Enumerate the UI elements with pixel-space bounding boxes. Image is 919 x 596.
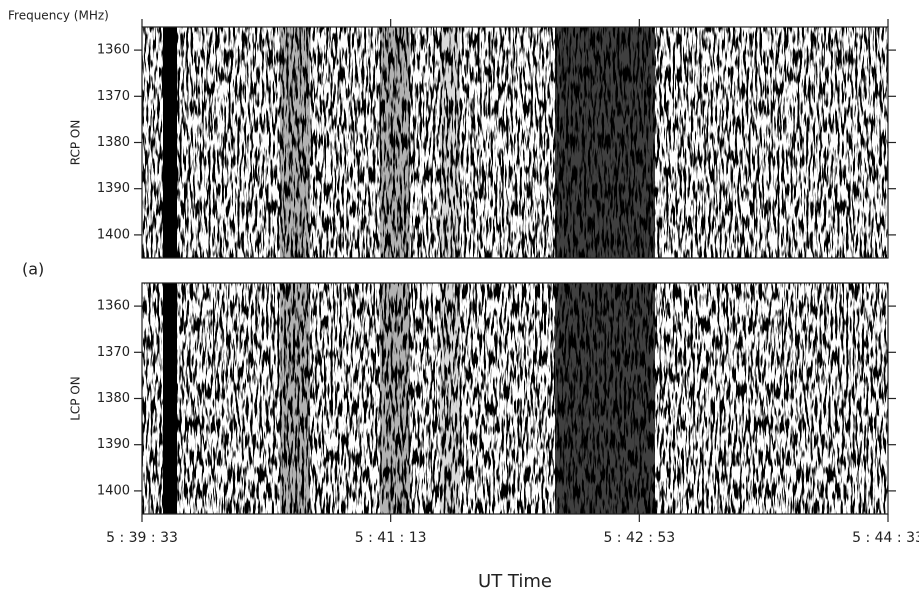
y-tick-label: 1360	[97, 43, 130, 58]
y-axis-title: Frequency (MHz)	[8, 9, 109, 23]
dark-band	[555, 27, 655, 258]
y-tick-label: 1360	[97, 299, 130, 314]
y-tick-label: 1380	[97, 135, 130, 150]
spectrum-texture	[142, 27, 888, 258]
y-tick-label: 1390	[97, 437, 130, 452]
dark-band	[163, 283, 177, 514]
dark-band	[440, 283, 460, 514]
y-tick-label: 1390	[97, 181, 130, 196]
y-tick-label: 1400	[97, 227, 130, 242]
dark-band	[380, 27, 410, 258]
y-tick-label: 1380	[97, 391, 130, 406]
y-tick-label: 1400	[97, 483, 130, 498]
dark-band	[380, 283, 410, 514]
x-tick-label: 5 : 39 : 33	[106, 530, 178, 546]
y-label: LCP ON	[69, 376, 83, 421]
dark-band	[280, 283, 310, 514]
y-label: RCP ON	[69, 120, 83, 166]
panel-label: (a)	[22, 260, 44, 279]
x-tick-label: 5 : 42 : 53	[603, 530, 675, 546]
x-tick-label: 5 : 41 : 13	[355, 530, 427, 546]
spectrum-texture	[142, 283, 888, 514]
dark-band	[163, 27, 177, 258]
dark-band	[280, 27, 310, 258]
x-label: UT Time	[478, 571, 552, 592]
y-tick-label: 1370	[97, 345, 130, 360]
dark-band	[555, 283, 655, 514]
y-tick-label: 1370	[97, 89, 130, 104]
x-tick-label: 5 : 44 : 33	[852, 530, 919, 546]
dark-band	[440, 27, 460, 258]
